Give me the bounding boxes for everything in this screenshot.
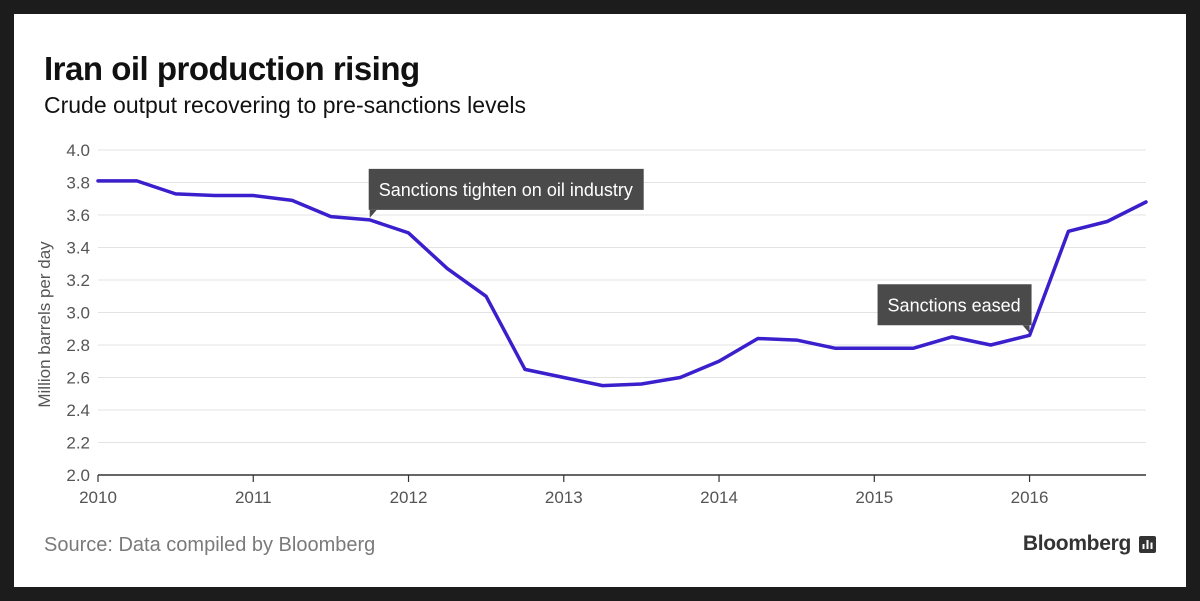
source-note: Source: Data compiled by Bloomberg (44, 534, 376, 556)
y-tick-label: 3.8 (66, 174, 90, 193)
x-axis-ticks: 2010 2011 2012 2013 2014 2015 2016 (79, 475, 1048, 507)
series-line (96, 179, 1148, 388)
y-tick-label: 3.4 (66, 239, 90, 258)
x-tick-label: 2015 (855, 488, 893, 507)
annotation-text: Sanctions tighten on oil industry (379, 180, 633, 200)
x-tick-label: 2016 (1011, 488, 1049, 507)
grid-lines (98, 149, 1146, 443)
annotation-box (877, 284, 1032, 326)
y-axis-ticks: 2.0 2.2 2.4 2.6 2.8 3.0 3.2 3.4 3.6 3.8 4.0 (66, 141, 90, 485)
line-chart: 2.02.22.42.62.83.03.23.43.63.84.0 2010 20… (35, 141, 1148, 507)
x-tick-label: 2012 (390, 488, 428, 507)
annotation-pointer (369, 209, 377, 218)
y-tick-label: 3.0 (66, 304, 90, 323)
y-tick-label: 2.4 (66, 401, 90, 420)
chart-card: Iran oil production rising Crude output … (14, 14, 1186, 587)
brand: Bloomberg (1023, 532, 1156, 556)
y-axis-label: Million barrels per day (35, 241, 54, 408)
x-tick-label: 2011 (235, 488, 272, 507)
x-tick-label: 2014 (700, 488, 738, 507)
annotations: Sanctions tighten on oil industry Sanctio… (368, 168, 1032, 334)
bloomberg-logo-icon (1139, 535, 1156, 553)
series-layer (96, 179, 1148, 388)
annotation-pointer (1022, 325, 1030, 334)
chart-title: Iran oil production rising (44, 50, 420, 87)
y-tick-label: 2.6 (66, 369, 90, 388)
annotation-callout: Sanctions tighten on oil industry (368, 168, 644, 218)
y-tick-label: 4.0 (66, 141, 90, 160)
x-tick-label: 2010 (79, 488, 117, 507)
y-tick-label: 3.6 (66, 206, 90, 225)
chart-subtitle: Crude output recovering to pre-sanctions… (44, 92, 526, 118)
annotation-callout: Sanctions eased (877, 284, 1032, 334)
annotation-box (368, 168, 644, 210)
y-tick-label: 2.0 (66, 466, 90, 485)
brand-name: Bloomberg (1022, 532, 1131, 555)
x-tick-label: 2013 (545, 488, 583, 507)
y-tick-label: 2.2 (66, 434, 90, 453)
annotation-text: Sanctions eased (888, 295, 1021, 315)
y-tick-label: 3.2 (66, 271, 90, 290)
y-tick-label: 2.8 (66, 336, 90, 355)
